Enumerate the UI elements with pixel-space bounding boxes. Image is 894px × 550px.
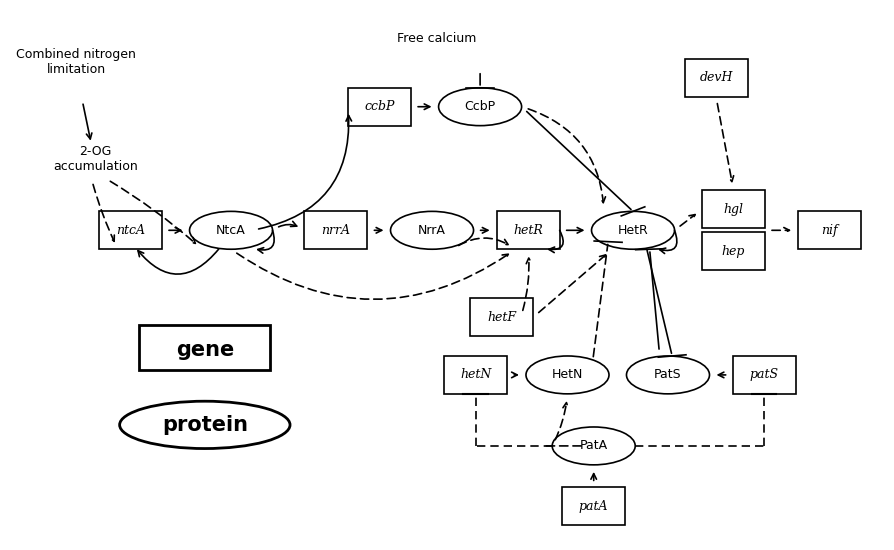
Text: ntcA: ntcA [116,224,145,237]
Text: HetR: HetR [617,224,647,237]
Text: hetN: hetN [460,368,491,381]
Text: Combined nitrogen
limitation: Combined nitrogen limitation [16,48,136,76]
Ellipse shape [591,211,674,249]
FancyBboxPatch shape [496,211,559,249]
FancyBboxPatch shape [797,211,860,249]
Ellipse shape [390,211,473,249]
Text: CcbP: CcbP [464,100,495,113]
FancyBboxPatch shape [732,356,795,394]
Ellipse shape [190,211,273,249]
Text: patS: patS [748,368,778,381]
Text: hetF: hetF [487,311,516,323]
FancyBboxPatch shape [561,487,625,525]
Ellipse shape [120,401,290,449]
Ellipse shape [626,356,709,394]
Text: HetN: HetN [552,368,583,381]
Text: hep: hep [721,245,745,258]
Text: Free calcium: Free calcium [396,32,476,45]
FancyBboxPatch shape [701,190,764,228]
FancyArrowPatch shape [646,250,670,353]
FancyBboxPatch shape [443,356,507,394]
Ellipse shape [438,88,521,125]
Text: nif: nif [821,224,837,237]
FancyArrowPatch shape [526,112,630,210]
FancyBboxPatch shape [139,325,270,370]
Text: 2-OG
accumulation: 2-OG accumulation [53,145,138,173]
Text: PatS: PatS [654,368,681,381]
FancyBboxPatch shape [470,298,533,336]
Text: gene: gene [175,340,233,360]
Text: patA: patA [578,500,608,513]
Text: nrrA: nrrA [321,224,350,237]
FancyBboxPatch shape [684,59,746,97]
FancyBboxPatch shape [304,211,367,249]
Ellipse shape [526,356,608,394]
FancyBboxPatch shape [348,88,410,125]
Text: ccbP: ccbP [364,100,394,113]
Text: protein: protein [162,415,248,435]
Text: devH: devH [698,72,732,84]
FancyBboxPatch shape [701,233,764,270]
FancyArrowPatch shape [649,252,658,349]
Text: NtcA: NtcA [216,224,246,237]
Text: hetR: hetR [513,224,543,237]
Ellipse shape [552,427,635,465]
FancyBboxPatch shape [99,211,162,249]
FancyArrowPatch shape [593,244,607,356]
Text: PatA: PatA [579,439,607,453]
Text: NrrA: NrrA [417,224,445,237]
Text: hgl: hgl [722,203,743,216]
